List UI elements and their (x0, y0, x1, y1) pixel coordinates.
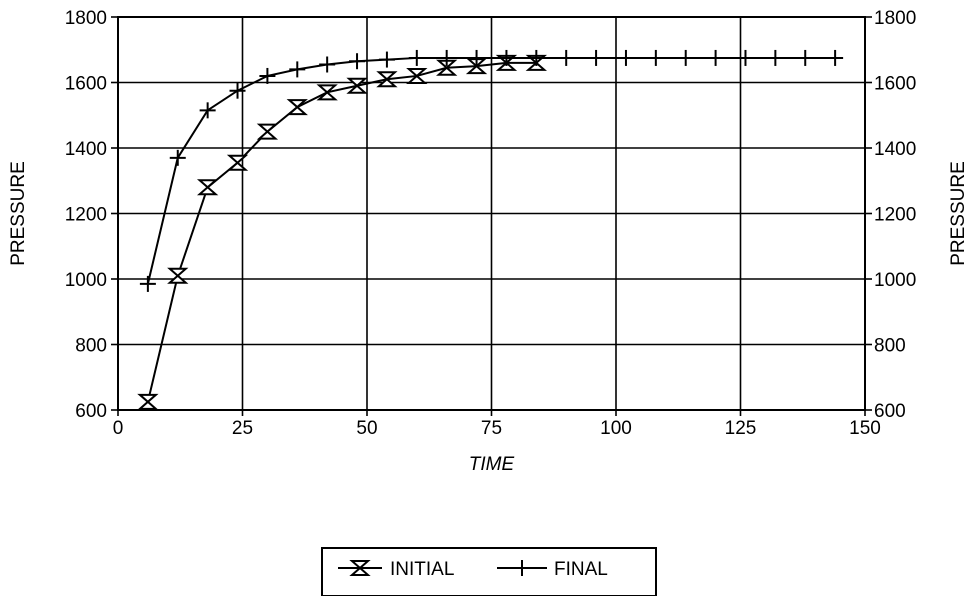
x-axis-title: TIME (469, 454, 515, 475)
data-point-final (438, 49, 455, 66)
y-axis-title-left: PRESSURE (8, 161, 29, 266)
data-point-final (737, 49, 754, 66)
data-point-initial (226, 154, 249, 171)
data-point-initial (465, 58, 488, 75)
legend-label-initial: INITIAL (390, 559, 454, 580)
y-tick-label-left: 1000 (65, 270, 107, 291)
x-tick-label: 75 (481, 418, 502, 439)
data-point-final (558, 49, 575, 66)
data-point-final (408, 49, 425, 66)
data-point-final (677, 49, 694, 66)
y-tick-label-left: 1800 (65, 8, 107, 29)
data-point-initial (167, 267, 189, 284)
x-tick-label: 125 (725, 418, 757, 439)
data-point-initial (376, 71, 398, 88)
data-point-initial (316, 84, 338, 101)
y-tick-label-right: 1400 (874, 139, 916, 160)
data-point-final (289, 61, 306, 78)
data-point-final (229, 82, 246, 99)
legend-marker-initial (349, 560, 371, 576)
y-tick-label-right: 800 (874, 336, 906, 357)
y-tick-label-right: 1200 (874, 205, 916, 226)
data-point-initial (286, 99, 308, 116)
y-tick-label-left: 1200 (65, 205, 107, 226)
data-point-final (139, 275, 156, 292)
y-tick-label-left: 1600 (65, 74, 107, 95)
data-point-final (528, 49, 545, 66)
y-tick-label-left: 1400 (65, 139, 107, 160)
data-point-initial (346, 77, 368, 94)
data-point-final (588, 49, 605, 66)
data-point-final (378, 51, 395, 68)
data-point-final (767, 49, 784, 66)
legend-box (321, 547, 657, 596)
legend-symbol-final (497, 560, 547, 576)
legend: INITIAL FINAL (321, 547, 657, 596)
y-tick-label-right: 600 (874, 401, 906, 422)
x-tick-label: 150 (849, 418, 881, 439)
data-point-final (827, 49, 844, 66)
legend-marker-final (514, 560, 530, 576)
grid-lines (118, 17, 865, 410)
data-point-initial (436, 59, 458, 76)
data-point-final (259, 67, 276, 84)
data-point-final (707, 49, 724, 66)
axis-ticks: 0 25 50 75 100 125 150600800100012001400160018… (65, 8, 917, 439)
data-point-final (498, 49, 515, 66)
data-point-final (617, 49, 634, 66)
x-tick-label: 0 (113, 418, 124, 439)
y-tick-label-right: 1000 (874, 270, 916, 291)
y-tick-label-right: 1800 (874, 8, 916, 29)
data-point-initial (137, 393, 159, 410)
legend-label-final: FINAL (554, 559, 608, 580)
data-point-final (169, 149, 186, 166)
series-group (137, 49, 844, 410)
series-initial (137, 54, 547, 410)
data-point-initial (256, 123, 279, 140)
x-tick-label: 100 (600, 418, 632, 439)
y-axis-title-right: PRESSURE (948, 161, 969, 266)
series-final (139, 49, 844, 292)
data-point-final (349, 53, 366, 70)
data-point-initial (406, 67, 428, 84)
x-tick-label: 25 (232, 418, 253, 439)
y-tick-label-left: 600 (75, 401, 107, 422)
data-point-final (797, 49, 814, 66)
data-point-final (319, 56, 336, 73)
y-tick-label-left: 800 (75, 336, 107, 357)
y-tick-label-right: 1600 (874, 74, 916, 95)
x-tick-label: 50 (356, 418, 377, 439)
data-point-final (468, 49, 485, 66)
data-point-final (647, 49, 664, 66)
legend-symbol-initial (338, 560, 382, 576)
data-point-final (199, 102, 216, 119)
data-point-initial (196, 179, 219, 196)
